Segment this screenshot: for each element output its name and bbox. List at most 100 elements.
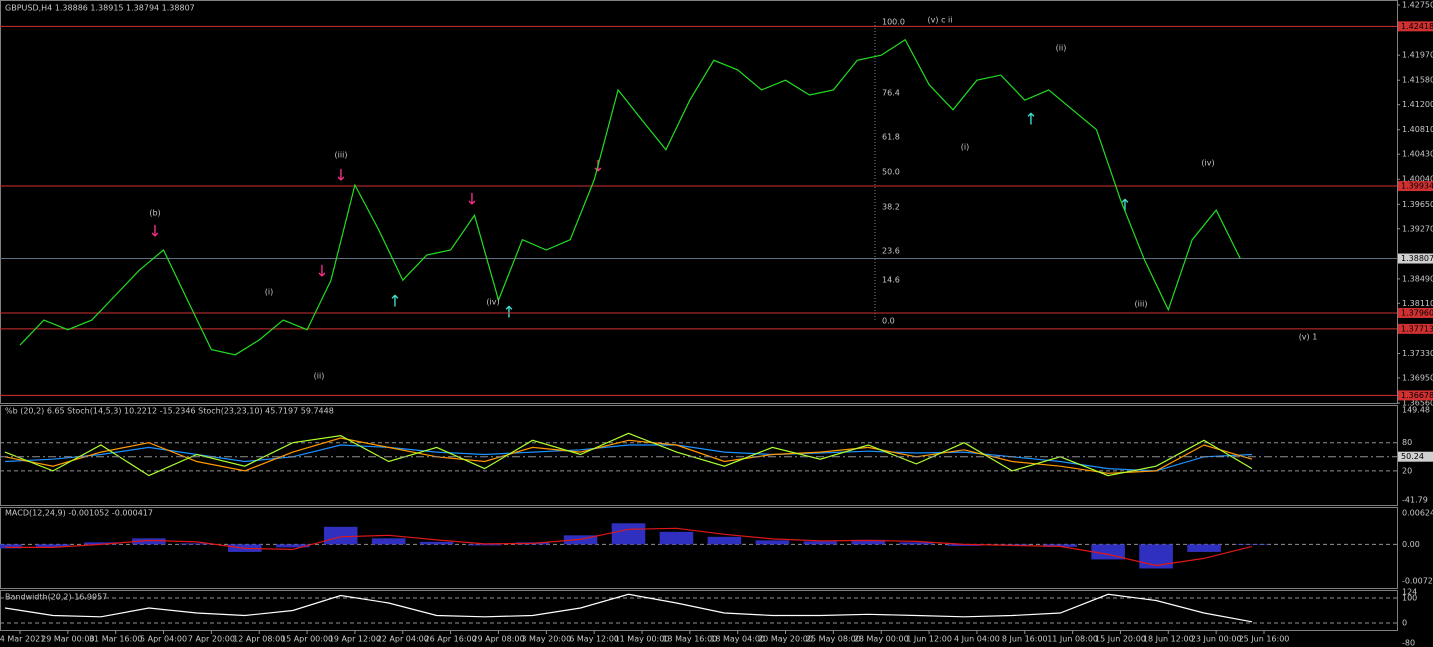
macd-bar: [1235, 544, 1269, 545]
x-tick-label: 19 Apr 12:00: [329, 635, 381, 644]
y-tick-label: 1.42750: [1402, 1, 1433, 10]
y-tick-label: 1.36950: [1402, 373, 1433, 382]
value-tag: [1398, 451, 1433, 462]
buy-arrow: ↑: [502, 303, 515, 322]
wave-label: (iv): [1201, 159, 1214, 168]
macd-bar: [467, 544, 502, 546]
macd-bar: [803, 541, 838, 545]
macd-bar: [180, 543, 214, 545]
buy-arrow: ↑: [1118, 196, 1131, 215]
fib-label: 100.0: [882, 18, 905, 27]
y-tick-label: 1.39650: [1402, 200, 1433, 209]
signal-line: [5, 527, 1253, 567]
x-tick-label: 24 Mar 2021: [0, 635, 45, 644]
sell-arrow: ↓: [465, 190, 478, 209]
macd-bar: [419, 541, 454, 545]
panel-title: GBPUSD,H4 1.38886 1.38915 1.38794 1.3880…: [5, 4, 195, 13]
y-tick-label: 80: [1402, 438, 1412, 447]
fib-label: 61.8: [882, 133, 900, 142]
x-tick-label: 8 Jun 16:00: [1002, 635, 1048, 644]
macd-bar: [132, 538, 166, 545]
wave-label: (i): [265, 288, 273, 297]
x-tick-label: 15 Apr 00:00: [281, 635, 333, 644]
level-tag: [1398, 307, 1433, 318]
y-tick-label: 1.38110: [1402, 299, 1433, 308]
level-tag: [1398, 390, 1433, 401]
macd-bar: [1139, 544, 1173, 569]
x-tick-label: 13 May 16:00: [662, 635, 717, 644]
level-label: 1.36678: [1401, 391, 1433, 400]
macd-bar: [0, 544, 22, 549]
x-tick-label: 28 May 00:00: [854, 635, 909, 644]
sell-arrow: ↓: [148, 222, 161, 241]
wave-label: (ii): [314, 372, 325, 381]
panel-title: MACD(12,24,9) -0.001052 -0.000417: [5, 509, 153, 518]
y-tick-label: 0: [1402, 619, 1407, 628]
y-tick-label: 0.00: [1402, 540, 1420, 549]
x-tick-label: 7 Apr 20:00: [188, 635, 235, 644]
last-price-label: 1.38807: [1401, 254, 1433, 263]
x-tick-label: 25 May 08:00: [806, 635, 861, 644]
y-tick-label: 1.41580: [1402, 76, 1433, 85]
y-axis-min: -0.007292: [1402, 577, 1433, 586]
level-label: 1.37960: [1401, 308, 1433, 317]
y-axis-max: 149.48: [1402, 406, 1430, 415]
y-tick-label: 1.40430: [1402, 150, 1433, 159]
x-tick-label: 11 May 00:00: [615, 635, 670, 644]
y-tick-label: 20: [1402, 466, 1412, 475]
y-tick-label: 1.41200: [1402, 100, 1433, 109]
wave-label: (iii): [1135, 300, 1148, 309]
y-tick-label: 1.41970: [1402, 51, 1433, 60]
fib-label: 50.0: [882, 168, 900, 177]
y-axis-min: -41.79: [1402, 496, 1428, 505]
y-tick-label: 1.40040: [1402, 175, 1433, 184]
level-label: 1.42418: [1401, 22, 1433, 31]
x-tick-label: 18 Jun 12:00: [1143, 635, 1194, 644]
fib-label: 76.4: [882, 89, 900, 98]
macd-bar: [371, 538, 406, 545]
fib-label: 38.2: [882, 203, 900, 212]
x-tick-label: 11 Jun 08:00: [1047, 635, 1098, 644]
macd-bar: [659, 531, 694, 545]
level-tag: [1398, 21, 1433, 32]
macd-bar: [275, 544, 310, 548]
y-tick-label: 1.37330: [1402, 349, 1433, 358]
price-line: [19, 38, 1241, 356]
x-tick-label: 5 Apr 04:00: [140, 635, 187, 644]
wave-label: (v) c ii: [928, 16, 953, 25]
y-tick-label: 1.38490: [1402, 274, 1433, 283]
level-label: 1.39934: [1401, 182, 1433, 191]
y-tick-label: 1.39270: [1402, 224, 1433, 233]
macd-bar: [1091, 544, 1125, 560]
x-tick-label: 26 Apr 16:00: [425, 635, 477, 644]
x-tick-label: 22 Apr 04:00: [377, 635, 429, 644]
macd-bar: [323, 526, 358, 545]
x-tick-label: 23 Jun 00:00: [1191, 635, 1242, 644]
value-label: 50.24: [1401, 452, 1424, 461]
x-tick-label: 1 Jun 12:00: [906, 635, 952, 644]
fib-label: 23.6: [882, 247, 900, 256]
wave-label: (iv): [486, 298, 499, 307]
macd-bar: [1187, 544, 1221, 552]
x-tick-label: 6 May 12:00: [569, 635, 619, 644]
indicator-line: [4, 593, 1253, 623]
x-tick-label: 18 May 04:00: [710, 635, 765, 644]
indicator-line: [4, 432, 1253, 477]
buy-arrow: ↑: [1024, 110, 1037, 129]
x-tick-label: 15 Jun 20:00: [1095, 635, 1146, 644]
macd-bar: [899, 542, 934, 545]
macd-bar: [36, 544, 70, 547]
y-tick-label: 1.36560: [1402, 399, 1433, 408]
x-tick-label: 31 Mar 16:00: [89, 635, 142, 644]
macd-bar: [947, 544, 982, 546]
sell-arrow: ↓: [315, 262, 328, 281]
x-tick-label: 4 Jun 04:00: [954, 635, 1000, 644]
macd-bar: [611, 523, 646, 545]
x-tick-label: 3 May 20:00: [521, 635, 571, 644]
bandwidth-panel: [0, 590, 1398, 631]
wave-label: (ii): [1056, 44, 1067, 53]
macd-bar: [755, 540, 790, 545]
macd-bar: [707, 536, 742, 545]
level-tag: [1398, 323, 1433, 334]
last-price-tag: [1398, 253, 1433, 264]
